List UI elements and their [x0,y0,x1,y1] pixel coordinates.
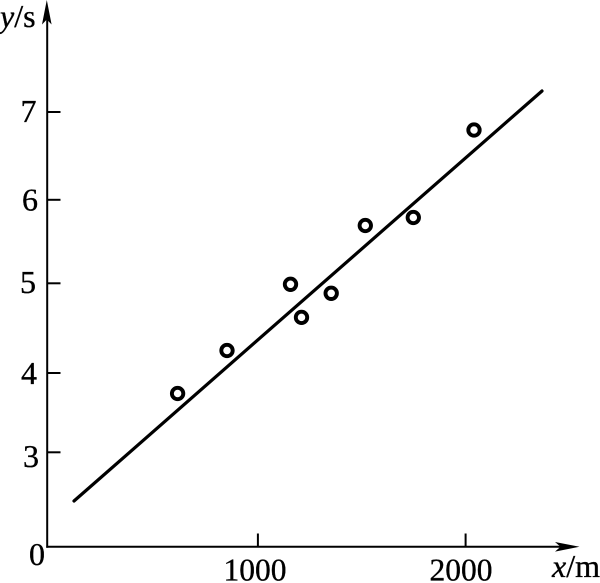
svg-text:7: 7 [21,93,37,129]
svg-text:6: 6 [22,182,38,218]
svg-text:4: 4 [21,355,37,391]
svg-text:1000: 1000 [224,552,287,583]
svg-text:x/m: x/m [551,548,600,583]
svg-text:2000: 2000 [430,552,493,583]
svg-text:5: 5 [20,264,36,300]
svg-text:0: 0 [29,536,45,572]
svg-text:y/s: y/s [0,0,36,34]
svg-text:3: 3 [23,438,39,474]
